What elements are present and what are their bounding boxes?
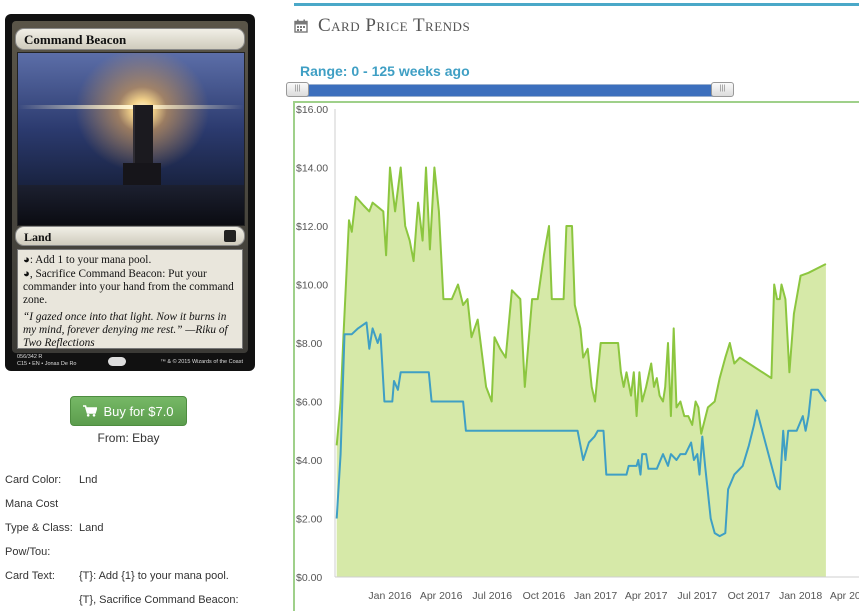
calendar-icon xyxy=(294,19,308,33)
range-label: Range: 0 - 125 weeks ago xyxy=(300,63,470,79)
card-footer: 056/342 R C15 • EN • Jonas De Ro ™ & © 2… xyxy=(17,354,243,368)
range-slider-track[interactable] xyxy=(289,84,733,97)
price-chart: $0.00 $2.00 $4.00 $6.00 $8.00 $10.00 $12.00 $14… xyxy=(293,101,859,611)
card-art xyxy=(17,52,245,226)
buy-button[interactable]: Buy for $7.0 xyxy=(70,396,187,426)
x-tick-label: Jul 2017 xyxy=(677,590,717,602)
price-chart-svg: $0.00 $2.00 $4.00 $6.00 $8.00 $10.00 $12.00 $14… xyxy=(293,101,859,611)
card-rules-line-1: ◕: Add 1 to your mana pool. xyxy=(23,254,152,266)
attr-label-card-text: Card Text: xyxy=(5,570,55,582)
y-tick-label: $10.00 xyxy=(296,280,328,292)
x-tick-label: Apr 2017 xyxy=(625,590,668,602)
card-image: Command Beacon Land ◕: Add 1 to your man… xyxy=(5,14,255,371)
price-series-blue-line xyxy=(335,321,827,538)
attr-value-card-text-2: {T}, Sacrifice Command Beacon: xyxy=(79,594,239,606)
card-name: Command Beacon xyxy=(15,28,245,50)
attr-label-pow-tou: Pow/Tou: xyxy=(5,546,51,558)
price-area-fill xyxy=(336,167,826,577)
x-tick-label: Oct 2017 xyxy=(728,590,771,602)
x-tick-label: Jul 2016 xyxy=(472,590,512,602)
buy-source: From: Ebay xyxy=(97,431,160,445)
art-light-beam xyxy=(18,105,244,109)
price-trends-header: Card Price Trends xyxy=(294,14,470,38)
card-collector-number: 056/342 R xyxy=(17,354,43,360)
range-slider-handle-left[interactable]: ||| xyxy=(286,82,309,97)
x-tick-label: Apr 2018 xyxy=(830,590,859,602)
price-series-green-line xyxy=(335,166,827,446)
card-rules-text-1: Add 1 to your mana pool. xyxy=(35,254,152,266)
attr-value-card-text: {T}: Add {1} to your mana pool. xyxy=(79,570,229,582)
card-flavor-text: “I gazed once into that light. Now it bu… xyxy=(23,311,228,349)
price-trends-title: Card Price Trends xyxy=(318,15,471,36)
section-top-rule xyxy=(294,3,859,6)
x-tick-label: Apr 2016 xyxy=(420,590,463,602)
y-tick-label: $14.00 xyxy=(296,163,328,175)
y-tick-label: $8.00 xyxy=(296,338,322,350)
x-tick-label: Jan 2016 xyxy=(368,590,411,602)
attr-label-mana-cost: Mana Cost xyxy=(5,498,59,510)
range-slider-handle-right[interactable]: ||| xyxy=(711,82,734,97)
card-type-line: Land xyxy=(15,226,245,246)
tap-symbol-icon: ◕ xyxy=(23,268,30,280)
attr-label-color: Card Color: xyxy=(5,474,62,486)
card-rules-text-2: , Sacrifice Command Beacon: Put your com… xyxy=(23,268,234,306)
x-tick-label: Oct 2016 xyxy=(523,590,566,602)
attr-value-color: Lnd xyxy=(79,474,98,486)
card-copyright: ™ & © 2015 Wizards of the Coast xyxy=(160,359,243,365)
set-symbol-icon xyxy=(224,230,236,242)
shopping-cart-icon xyxy=(83,405,99,417)
y-tick-label: $6.00 xyxy=(296,397,322,409)
y-tick-label: $0.00 xyxy=(296,572,322,584)
y-tick-label: $4.00 xyxy=(296,455,322,467)
card-rules-line-2: ◕, Sacrifice Command Beacon: Put your co… xyxy=(23,268,237,307)
y-tick-label: $12.00 xyxy=(296,221,328,233)
card-type-text: Land xyxy=(24,230,52,244)
attr-value-type: Land xyxy=(79,522,104,534)
art-cliff xyxy=(18,185,244,225)
tap-symbol-icon: ◕ xyxy=(23,254,30,266)
y-tick-label: $2.00 xyxy=(296,514,322,526)
attr-label-type: Type & Class: xyxy=(5,522,73,534)
holo-stamp xyxy=(108,357,126,366)
y-tick-label: $16.00 xyxy=(296,104,328,116)
x-tick-label: Jan 2017 xyxy=(574,590,617,602)
buy-button-label: Buy for $7.0 xyxy=(103,403,174,419)
card-set-line: C15 • EN • Jonas De Ro xyxy=(17,361,77,367)
x-tick-label: Jan 2018 xyxy=(779,590,822,602)
card-text-box: ◕: Add 1 to your mana pool. ◕, Sacrifice… xyxy=(17,249,243,349)
